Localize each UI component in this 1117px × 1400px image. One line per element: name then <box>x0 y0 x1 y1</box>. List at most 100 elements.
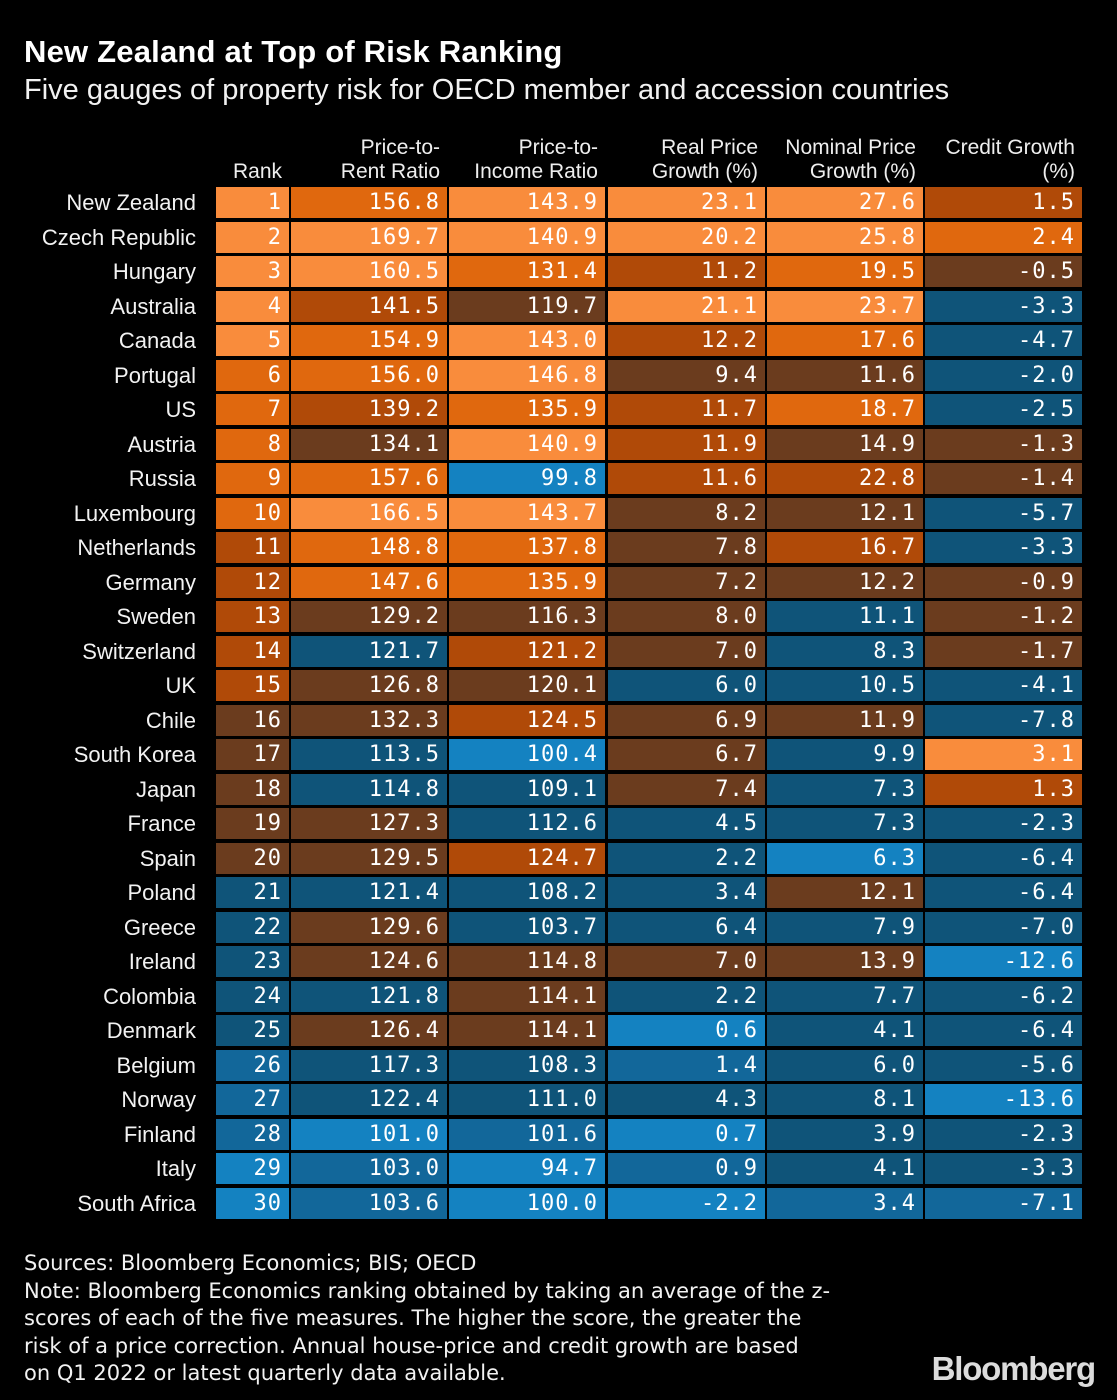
value-cell: 12.2 <box>767 566 923 598</box>
rank-cell: 8 <box>216 428 289 460</box>
header-line: Price-to- <box>360 136 440 159</box>
value-cell: 129.6 <box>291 911 447 943</box>
value-cell: -4.7 <box>925 325 1082 356</box>
value-cell: 7.4 <box>608 773 765 805</box>
header-line: Real Price <box>661 136 758 159</box>
value-cell: 121.2 <box>449 635 605 667</box>
value-cell: 143.7 <box>449 497 605 529</box>
nominal-price-growth-header: Nominal Price Growth (%) <box>747 134 916 184</box>
country-label: Poland <box>127 880 196 905</box>
value-cell: 143.0 <box>449 325 605 356</box>
value-cell: 27.6 <box>767 187 923 218</box>
value-cell: 121.7 <box>291 635 447 667</box>
footer-notes: Sources: Bloomberg Economics; BIS; OECD … <box>24 1250 904 1388</box>
rank-cell: 22 <box>216 911 289 943</box>
value-cell: 0.7 <box>608 1118 765 1150</box>
rank-cell: 18 <box>216 773 289 805</box>
value-cell: -3.3 <box>925 290 1082 322</box>
country-label: South Africa <box>77 1190 196 1216</box>
value-cell: 0.9 <box>608 1153 765 1184</box>
note-line: scores of each of the five measures. The… <box>24 1306 802 1330</box>
value-cell: 111.0 <box>449 1084 605 1115</box>
value-cell: -3.3 <box>925 532 1082 563</box>
rank-cell: 16 <box>216 704 289 736</box>
value-cell: 122.4 <box>291 1084 447 1115</box>
value-cell: 7.3 <box>767 773 923 805</box>
note-line: Note: Bloomberg Economics ranking obtain… <box>24 1278 831 1303</box>
country-label: Sweden <box>116 604 196 629</box>
value-cell: 112.6 <box>449 808 605 839</box>
country-label: Italy <box>155 1156 196 1181</box>
value-cell: 1.5 <box>925 187 1082 218</box>
value-cell: 154.9 <box>291 325 447 356</box>
value-cell: 11.9 <box>767 704 923 736</box>
country-label: Finland <box>123 1121 196 1147</box>
rank-cell: 10 <box>216 497 289 529</box>
bloomberg-logo: Bloomberg <box>931 1350 1097 1387</box>
country-label: Hungary <box>112 259 196 284</box>
value-cell: 141.5 <box>291 290 447 322</box>
value-cell: 11.9 <box>608 428 765 460</box>
value-cell: -13.6 <box>925 1084 1082 1115</box>
rank-cell: 6 <box>216 359 289 391</box>
value-cell: 129.2 <box>291 601 447 632</box>
value-cell: 13.9 <box>767 946 923 977</box>
rank-cell: 19 <box>216 808 289 839</box>
value-cell: 7.9 <box>767 911 923 943</box>
value-cell: 121.4 <box>291 877 447 908</box>
rank-cell: 2 <box>216 221 289 253</box>
value-cell: 94.7 <box>449 1153 605 1184</box>
sources-line: Sources: Bloomberg Economics; BIS; OECD <box>24 1251 477 1275</box>
value-cell: 114.1 <box>449 1015 605 1046</box>
real-price-growth-header: Real Price Growth (%) <box>588 134 758 184</box>
value-cell: 25.8 <box>767 221 923 253</box>
value-cell: 101.6 <box>449 1118 605 1150</box>
value-cell: 6.4 <box>608 911 765 943</box>
rank-cell: 4 <box>216 290 289 322</box>
value-cell: 156.0 <box>291 359 447 391</box>
rank-cell: 1 <box>216 187 289 218</box>
value-cell: 8.3 <box>767 635 923 667</box>
credit-growth-header: Credit Growth (%) <box>905 134 1075 184</box>
rank-cell: 23 <box>216 946 289 977</box>
value-cell: 6.3 <box>767 842 923 874</box>
value-cell: 140.9 <box>449 428 605 460</box>
value-cell: -4.1 <box>925 670 1082 701</box>
note-line: on Q1 2022 or latest quarterly data avai… <box>24 1361 506 1385</box>
value-cell: 157.6 <box>291 463 447 494</box>
country-label: Belgium <box>116 1052 196 1078</box>
rank-cell: 26 <box>216 1049 289 1081</box>
rank-cell: 7 <box>216 394 289 425</box>
value-cell: -6.2 <box>925 980 1082 1012</box>
value-cell: 126.4 <box>291 1015 447 1046</box>
value-cell: -5.6 <box>925 1049 1082 1081</box>
value-cell: 113.5 <box>291 739 447 770</box>
header-line: Rank <box>232 160 282 183</box>
value-cell: -1.3 <box>925 428 1082 460</box>
country-label: Russia <box>128 466 196 491</box>
country-label: Netherlands <box>77 535 196 560</box>
value-cell: 12.2 <box>608 325 765 356</box>
value-cell: 17.6 <box>767 325 923 356</box>
value-cell: 124.5 <box>449 704 605 736</box>
country-label: Germany <box>105 569 196 595</box>
value-cell: 126.8 <box>291 670 447 701</box>
country-label: Switzerland <box>82 638 196 664</box>
value-cell: 124.6 <box>291 946 447 977</box>
value-cell: -6.4 <box>925 1015 1082 1046</box>
value-cell: 11.6 <box>608 463 765 494</box>
value-cell: 7.7 <box>767 980 923 1012</box>
value-cell: 18.7 <box>767 394 923 425</box>
value-cell: 132.3 <box>291 704 447 736</box>
country-label: Japan <box>136 776 196 802</box>
value-cell: -2.3 <box>925 808 1082 839</box>
value-cell: -2.5 <box>925 394 1082 425</box>
rank-cell: 21 <box>216 877 289 908</box>
country-label: Spain <box>139 845 196 871</box>
value-cell: -2.0 <box>925 359 1082 391</box>
value-cell: 148.8 <box>291 532 447 563</box>
country-label: Colombia <box>103 983 196 1009</box>
value-cell: 101.0 <box>291 1118 447 1150</box>
value-cell: 22.8 <box>767 463 923 494</box>
value-cell: 7.2 <box>608 566 765 598</box>
